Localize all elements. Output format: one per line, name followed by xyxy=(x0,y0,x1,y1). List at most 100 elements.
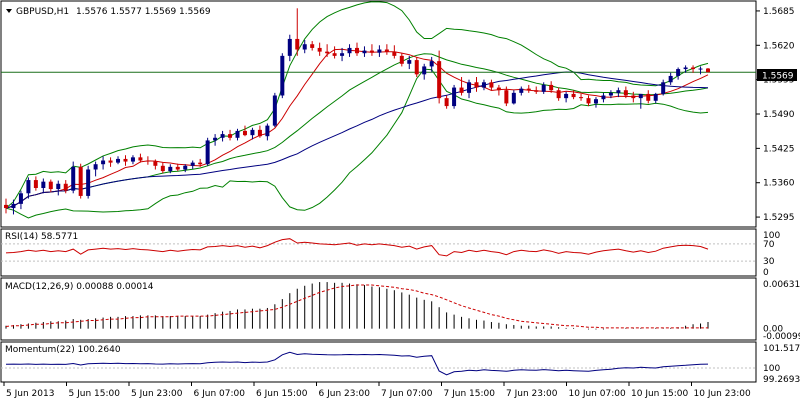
candle xyxy=(489,79,494,91)
candle-body xyxy=(41,181,46,188)
candle xyxy=(145,156,150,165)
candle-body xyxy=(183,165,188,170)
time-tick-label: 6 Jun 07:00 xyxy=(194,389,246,399)
candle xyxy=(295,8,300,56)
candle-body xyxy=(676,69,681,76)
candle xyxy=(235,128,240,141)
candle xyxy=(302,40,307,54)
candle-body xyxy=(691,67,696,70)
candle xyxy=(280,53,285,99)
candle-body xyxy=(384,49,389,52)
candle-body xyxy=(205,140,210,165)
candle xyxy=(623,86,628,99)
candle xyxy=(549,81,554,93)
time-tick-label: 10 Jun 15:00 xyxy=(631,389,688,399)
candle-body xyxy=(608,92,613,96)
candle-body xyxy=(26,180,31,194)
candle xyxy=(4,198,8,214)
candle-body xyxy=(474,82,479,88)
candle-body xyxy=(668,75,673,83)
candle-body xyxy=(355,47,359,54)
candle-body xyxy=(616,90,621,93)
time-tick-label: 5 Jun 15:00 xyxy=(69,389,121,399)
time-tick-label: 7 Jun 07:00 xyxy=(381,389,433,399)
candle xyxy=(26,177,31,199)
candle xyxy=(138,153,143,163)
candle-body xyxy=(160,165,165,172)
candle xyxy=(48,179,53,193)
candle-body xyxy=(272,95,277,126)
candle xyxy=(601,92,606,103)
candle-body xyxy=(556,90,561,99)
candle xyxy=(190,160,195,169)
macd-plot xyxy=(5,282,709,330)
candle-body xyxy=(228,134,233,138)
candle-body xyxy=(175,166,180,170)
candle-body xyxy=(310,44,315,48)
candle-body xyxy=(138,157,143,161)
candle-body xyxy=(399,55,404,64)
candle-body xyxy=(86,169,91,196)
candle-body xyxy=(340,53,345,56)
candle-body xyxy=(220,134,225,138)
main-panel-border xyxy=(0,0,757,228)
time-tick-label: 6 Jun 23:00 xyxy=(319,389,371,399)
candle xyxy=(496,84,501,96)
candle xyxy=(564,91,569,103)
time-tick-label: 10 Jun 23:00 xyxy=(694,389,751,399)
macd-panel-border xyxy=(0,277,757,341)
collapse-arrow-icon[interactable] xyxy=(6,9,12,13)
candle xyxy=(175,163,180,172)
candle xyxy=(332,46,337,59)
candle xyxy=(108,157,113,167)
time-tick-label: 5 Jun 2013 xyxy=(6,389,54,399)
candle-body xyxy=(213,137,218,141)
price-marker-label: 1.5569 xyxy=(762,72,794,82)
candle-body xyxy=(48,181,53,190)
rsi-plot xyxy=(1,238,756,262)
candle-body xyxy=(250,129,255,136)
candle xyxy=(213,134,218,146)
time-tick-label: 7 Jun 15:00 xyxy=(444,389,496,399)
candle-body xyxy=(11,203,16,209)
candle xyxy=(198,158,203,167)
candle xyxy=(18,190,23,210)
rsi-tick-label: 100 xyxy=(763,231,780,241)
candle xyxy=(153,159,158,170)
rsi-tick-label: 70 xyxy=(763,240,775,250)
price-tick-label: 1.5490 xyxy=(763,110,795,120)
time-axis: 5 Jun 2013 5 Jun 15:00 5 Jun 23:00 6 Jun 07… xyxy=(3,382,751,399)
candle xyxy=(608,90,613,99)
macd-panel: MACD(12,26,9) 0.00088 0.00014 0.006310.0… xyxy=(0,277,800,342)
candle xyxy=(78,163,83,199)
macd-tick-label: 0.00631 xyxy=(763,280,800,290)
candle-body xyxy=(414,60,419,75)
candle-body xyxy=(257,129,262,137)
rsi-line xyxy=(5,238,709,257)
ohlc-label: 1.5576 1.5577 1.5569 1.5569 xyxy=(76,7,211,17)
candle-body xyxy=(332,53,337,56)
momentum-label: Momentum(22) 100.2640 xyxy=(5,345,121,355)
candle-body xyxy=(429,61,434,67)
candle-body xyxy=(265,125,270,137)
candle-body xyxy=(295,38,300,50)
candle xyxy=(541,82,546,94)
candle xyxy=(160,162,165,174)
price-tick-label: 1.5685 xyxy=(763,7,795,17)
candle xyxy=(504,86,509,107)
candle-body xyxy=(661,82,666,94)
candle xyxy=(586,95,591,107)
ma-blue-line xyxy=(5,71,709,209)
candle xyxy=(310,41,315,51)
candle xyxy=(340,47,345,62)
candle xyxy=(377,45,382,57)
candle xyxy=(668,72,673,85)
macd-axis: 0.00631 0.00-0.00099 xyxy=(763,280,800,342)
candle xyxy=(63,180,68,194)
time-tick-label: 7 Jun 23:00 xyxy=(506,389,558,399)
candle xyxy=(646,90,651,104)
